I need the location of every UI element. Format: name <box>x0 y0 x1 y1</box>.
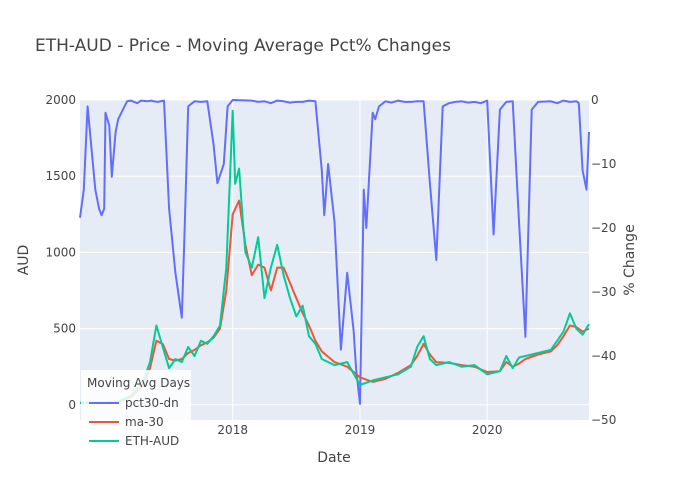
series-line-pct30-dn <box>79 99 590 405</box>
x-tick-label: 2018 <box>217 423 248 437</box>
y-tick-label: 0 <box>68 398 76 412</box>
x-tick-label: 2019 <box>345 423 376 437</box>
legend-item-pct30-dn[interactable]: pct30-dn <box>89 396 179 410</box>
legend-title: Moving Avg Days <box>87 376 190 390</box>
y-tick-label: 1500 <box>45 169 76 183</box>
y2-tick-label: −40 <box>591 349 616 363</box>
x-tick-label: 2020 <box>472 423 503 437</box>
y-axis-label: AUD <box>16 245 32 276</box>
legend-item-eth-aud[interactable]: ETH-AUD <box>89 434 179 448</box>
y2-tick-label: −30 <box>591 285 616 299</box>
y-tick-label: 2000 <box>45 93 76 107</box>
y2-tick-label: 0 <box>591 93 599 107</box>
series-line-eth-aud <box>79 109 590 404</box>
chart-title: ETH-AUD - Price - Moving Average Pct% Ch… <box>35 36 451 56</box>
legend-item-ma-30[interactable]: ma-30 <box>89 415 164 429</box>
y2-tick-label: −10 <box>591 157 616 171</box>
legend-label-ma-30: ma-30 <box>125 415 164 429</box>
x-axis-label: Date <box>317 450 350 466</box>
legend-label-eth-aud: ETH-AUD <box>125 434 179 448</box>
y-tick-label: 500 <box>53 322 76 336</box>
y2-axis-label: % Change <box>622 224 638 295</box>
y2-tick-label: −20 <box>591 221 616 235</box>
y2-tick-label: −50 <box>591 413 616 427</box>
legend[interactable]: Moving Avg Days pct30-dn ma-30 ETH-AUD <box>81 370 191 452</box>
legend-box <box>81 370 191 452</box>
y-tick-label: 1000 <box>45 245 76 259</box>
legend-label-pct30-dn: pct30-dn <box>125 396 179 410</box>
